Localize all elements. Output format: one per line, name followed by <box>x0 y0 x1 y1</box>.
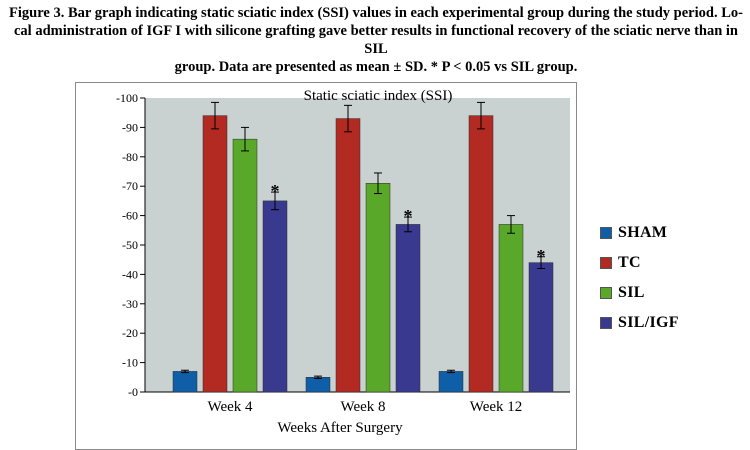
y-tick-label: -0 <box>128 385 138 399</box>
bar <box>365 183 391 393</box>
bar <box>262 200 288 393</box>
legend-label: SHAM <box>618 224 668 241</box>
legend-item: SIL/IGF <box>600 308 730 338</box>
legend-label: SIL/IGF <box>618 314 679 331</box>
x-category-label: Week 12 <box>470 399 523 415</box>
bar <box>498 224 524 393</box>
bar <box>468 115 494 393</box>
y-tick-label: -20 <box>122 326 138 340</box>
caption-line-1: Figure 3. Bar graph indicating static sc… <box>9 5 743 21</box>
legend-label: SIL <box>618 284 645 301</box>
bar <box>528 262 554 393</box>
chart-title: Static sciatic index (SSI) <box>304 88 453 104</box>
bar <box>202 115 228 393</box>
bar <box>395 224 421 393</box>
legend-item: SHAM <box>600 218 730 248</box>
caption-line-2: cal administration of IGF I with silicon… <box>14 23 738 57</box>
y-tick-label: -90 <box>122 120 138 134</box>
y-tick-label: -100 <box>116 91 138 105</box>
significance-marker: * <box>404 206 413 226</box>
significance-marker: * <box>271 181 280 201</box>
legend-swatch <box>600 287 612 299</box>
caption-line-3: group. Data are presented as mean ± SD. … <box>174 59 578 75</box>
legend-swatch <box>600 227 612 239</box>
bar <box>438 371 464 393</box>
y-tick-label: -60 <box>122 209 138 223</box>
bar <box>172 371 198 393</box>
legend-label: TC <box>618 254 641 271</box>
y-tick-label: -50 <box>122 238 138 252</box>
y-tick-label: -40 <box>122 267 138 281</box>
y-tick-label: -70 <box>122 179 138 193</box>
legend-item: TC <box>600 248 730 278</box>
x-category-label: Week 8 <box>340 399 385 415</box>
x-axis-title: Weeks After Surgery <box>277 420 403 436</box>
bar <box>335 118 361 393</box>
significance-marker: * <box>537 246 546 266</box>
bar <box>232 138 258 393</box>
y-tick-label: -10 <box>122 356 138 370</box>
legend-item: SIL <box>600 278 730 308</box>
figure-caption: Figure 3. Bar graph indicating static sc… <box>6 4 746 76</box>
y-tick-label: -30 <box>122 297 138 311</box>
legend-swatch <box>600 317 612 329</box>
chart-legend: SHAM TC SIL SIL/IGF <box>600 218 730 338</box>
bar <box>305 377 331 393</box>
y-tick-label: -80 <box>122 150 138 164</box>
legend-swatch <box>600 257 612 269</box>
x-category-label: Week 4 <box>207 399 253 415</box>
